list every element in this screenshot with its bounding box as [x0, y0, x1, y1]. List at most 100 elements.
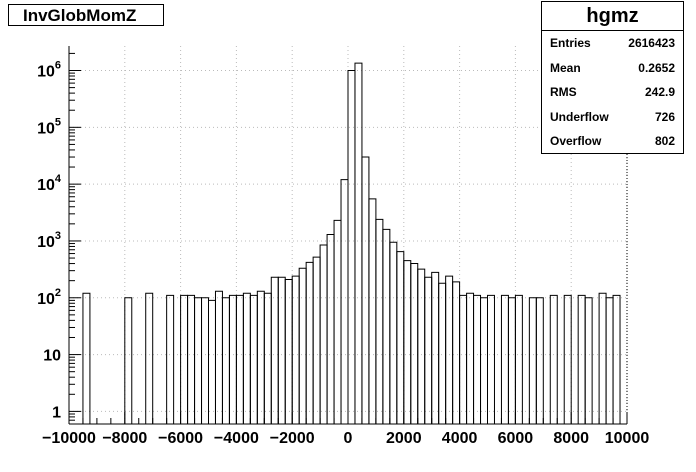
stats-value: 0.2652	[638, 60, 675, 75]
histogram-bin	[382, 228, 391, 424]
histogram-bin	[180, 294, 189, 424]
histogram-bin	[347, 70, 356, 424]
stats-label: Overflow	[550, 134, 602, 149]
histogram-bin	[194, 297, 203, 424]
x-tick-label: −8000	[102, 430, 147, 447]
histogram-bin	[214, 290, 223, 424]
histogram-bin	[256, 290, 265, 424]
x-tick-label: −6000	[158, 430, 203, 447]
histogram-bin	[221, 297, 230, 424]
histogram-title-text: InvGlobMomZ	[23, 6, 137, 25]
stats-row-underflow: Underflow 726	[542, 105, 683, 130]
histogram-bin	[514, 294, 523, 424]
y-tick-labels: 1 10 102 103 104 105 106	[37, 60, 62, 422]
histogram-bin	[459, 294, 468, 424]
histogram-bin	[277, 276, 286, 424]
histogram-bin	[612, 294, 621, 424]
stats-label: Entries	[550, 36, 591, 50]
histogram-bin	[361, 156, 370, 424]
histogram-bin	[487, 294, 495, 424]
y-tick-label: 10	[43, 348, 61, 365]
histogram-bin	[208, 299, 216, 424]
stats-label: Mean	[550, 60, 581, 75]
histogram-bin	[410, 263, 419, 424]
y-tick-label: 102	[37, 287, 61, 308]
histogram-bin	[375, 218, 384, 424]
histogram-bin	[166, 294, 175, 424]
stats-name: hgmz	[542, 2, 683, 31]
histogram-bin	[473, 294, 482, 424]
histogram-bin	[326, 233, 335, 424]
x-tick-label: 0	[344, 430, 353, 447]
stats-row-entries: Entries 2616423	[542, 31, 683, 56]
y-tick-label: 1	[52, 404, 61, 421]
histogram-bin	[431, 271, 440, 424]
x-tick-label: 2000	[386, 430, 422, 447]
histogram-bin	[438, 282, 447, 424]
histogram-bin	[549, 294, 558, 424]
histogram-bin	[298, 267, 307, 424]
histogram-bin	[249, 294, 258, 424]
histogram-bins	[82, 62, 621, 424]
histogram-bin	[187, 294, 196, 424]
histogram-bin	[82, 292, 91, 424]
x-tick-label: 4000	[442, 430, 478, 447]
histogram-bin	[263, 292, 272, 424]
stats-box: hgmz Entries 2616423 Mean 0.2652 RMS 242…	[541, 1, 684, 154]
stats-value: 802	[654, 134, 675, 149]
histogram-bin	[577, 294, 586, 424]
histogram-bin	[396, 251, 405, 424]
histogram-bin	[500, 294, 509, 424]
x-tick-label: −4000	[214, 430, 259, 447]
axes	[68, 46, 628, 425]
histogram-bin	[270, 276, 279, 424]
histogram-bin	[340, 179, 349, 424]
histogram-bin	[598, 292, 607, 424]
histogram-bin	[528, 297, 537, 424]
x-tick-label: 10000	[605, 430, 650, 447]
histogram-bin	[403, 260, 412, 424]
histogram-bin	[145, 292, 154, 424]
stats-value: 726	[654, 109, 675, 124]
histogram-bin	[480, 297, 488, 424]
y-tick-label: 103	[37, 230, 61, 251]
stats-row-mean: Mean 0.2652	[542, 56, 683, 81]
histogram-bin	[452, 281, 461, 424]
histogram-bin	[124, 297, 133, 424]
histogram-bin	[605, 297, 614, 424]
stats-row-rms: RMS 242.9	[542, 80, 683, 105]
histogram-bin	[242, 292, 251, 424]
histogram-bin	[235, 294, 244, 424]
stats-label: Underflow	[550, 109, 609, 124]
histogram-bin	[389, 241, 398, 424]
histogram-bin	[368, 198, 377, 424]
histogram-bin	[333, 219, 342, 424]
y-tick-label: 106	[37, 60, 61, 81]
histogram-bin	[201, 297, 209, 424]
y-tick-label: 105	[37, 116, 61, 137]
histogram-bin	[445, 275, 454, 424]
histogram-bin	[305, 261, 314, 424]
histogram-bin	[563, 294, 572, 424]
histogram-bin	[284, 278, 293, 424]
x-tick-labels: −10000 −8000 −6000 −4000 −2000 0 2000 4000 6000 8…	[42, 430, 649, 447]
histogram-bin	[312, 256, 321, 424]
stats-value: 242.9	[644, 85, 675, 100]
histogram-bin	[228, 294, 237, 424]
x-tick-label: 6000	[498, 430, 534, 447]
histogram-title: InvGlobMomZ	[8, 4, 164, 26]
x-tick-label: −2000	[270, 430, 315, 447]
histogram-bin	[466, 292, 475, 424]
histogram-bin	[584, 297, 593, 424]
histogram-bin	[319, 244, 328, 424]
y-tick-label: 104	[37, 173, 62, 194]
histogram-bin	[424, 276, 433, 424]
histogram-bin	[417, 268, 426, 424]
histogram-bin	[354, 62, 363, 424]
stats-value: 2616423	[628, 36, 675, 50]
x-tick-label: −10000	[42, 430, 96, 447]
histogram-bin	[291, 275, 300, 424]
stats-row-overflow: Overflow 802	[542, 129, 683, 154]
